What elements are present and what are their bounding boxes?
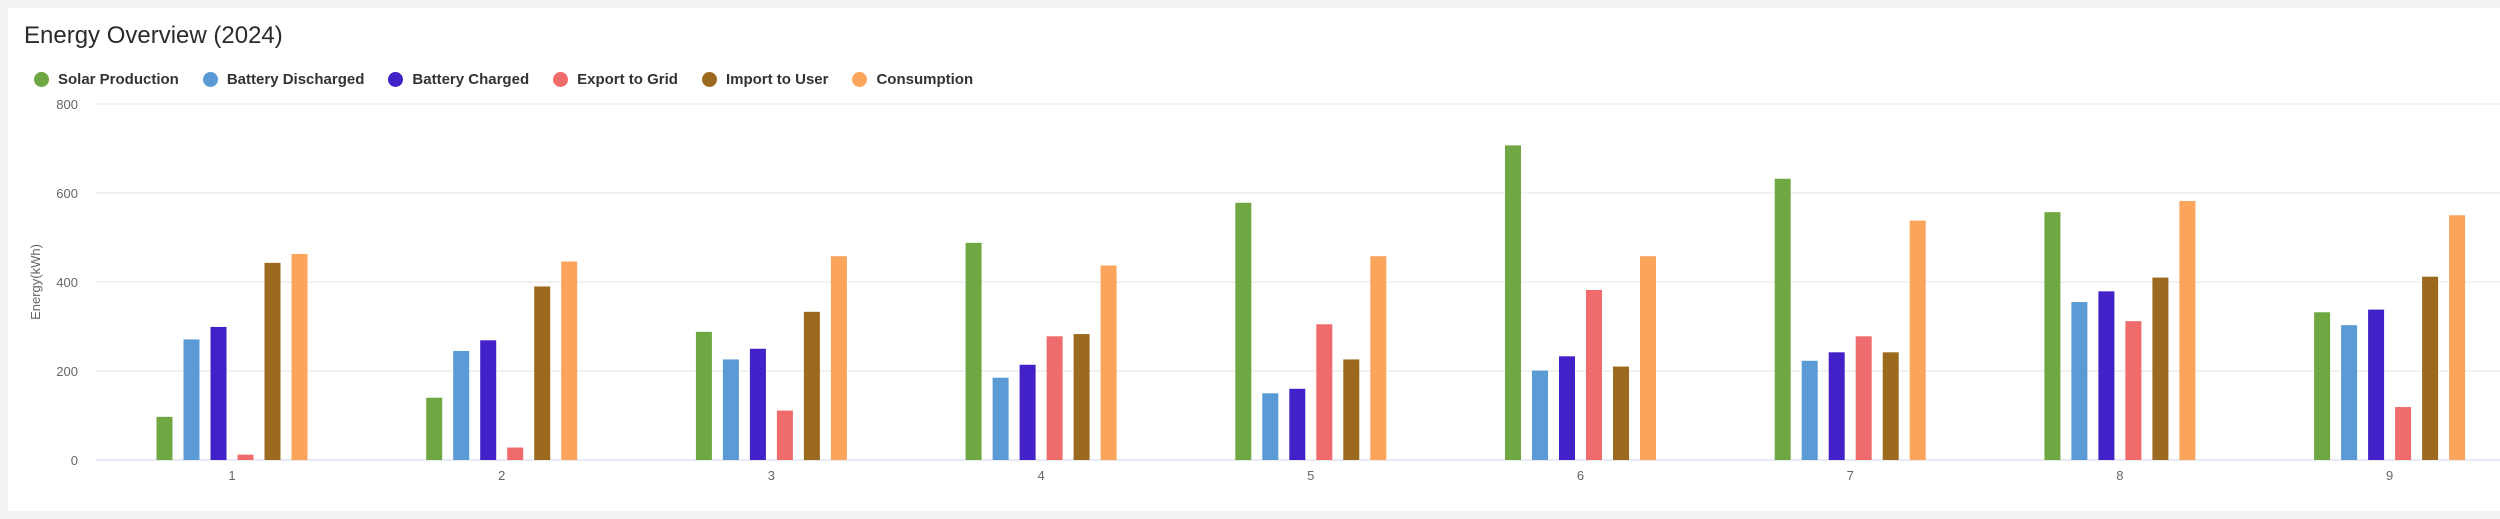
bar[interactable] (1613, 366, 1629, 460)
bar[interactable] (2098, 291, 2115, 460)
bar[interactable] (1855, 336, 1872, 460)
bar[interactable] (183, 339, 200, 460)
legend-dot (701, 72, 717, 87)
legend-label: Battery Charged (412, 71, 530, 88)
bar[interactable] (1343, 359, 1360, 460)
bar[interactable] (1640, 256, 1656, 460)
bar[interactable] (2368, 309, 2385, 460)
bar[interactable] (291, 253, 308, 460)
bar[interactable] (1505, 145, 1521, 460)
legend-label: Solar Production (58, 71, 179, 88)
x-tick-label: 3 (768, 468, 775, 483)
bar[interactable] (1559, 356, 1575, 460)
legend-label: Consumption (876, 71, 974, 88)
bar[interactable] (1586, 290, 1602, 460)
x-tick-label: 6 (1577, 468, 1584, 483)
bar[interactable] (2125, 321, 2142, 460)
bar[interactable] (2449, 215, 2466, 460)
legend-label: Export to Grid (577, 71, 678, 88)
y-tick-label: 400 (56, 275, 78, 290)
bar[interactable] (561, 261, 578, 460)
bar[interactable] (1370, 256, 1387, 460)
y-tick-label: 800 (56, 97, 78, 112)
bar[interactable] (965, 242, 982, 460)
bar[interactable] (776, 410, 793, 460)
y-tick-label: 200 (56, 364, 78, 379)
chart-card: Energy Overview (2024) Solar Production B… (8, 8, 2500, 511)
chart-legend: Solar Production Battery Discharged Batter… (34, 71, 997, 88)
legend-label: Import to User (725, 71, 829, 88)
x-tick-label: 9 (2386, 468, 2393, 483)
bar[interactable] (1532, 370, 1548, 460)
legend-dot (852, 72, 868, 87)
bar[interactable] (1100, 265, 1117, 460)
y-axis-label: Energy(kWh) (28, 244, 43, 320)
legend-item[interactable]: Solar Production (34, 71, 179, 88)
bar[interactable] (210, 326, 227, 460)
x-tick-label: 5 (1307, 468, 1314, 483)
bar[interactable] (1909, 220, 1926, 460)
legend-dot (553, 72, 569, 87)
chart-title: Energy Overview (2024) (24, 22, 283, 49)
bar[interactable] (534, 286, 551, 460)
legend-item[interactable]: Import to User (701, 71, 829, 88)
bar[interactable] (1882, 352, 1899, 460)
bar[interactable] (480, 340, 497, 460)
bar[interactable] (2314, 312, 2331, 460)
bar[interactable] (2341, 325, 2358, 460)
legend-dot (34, 72, 49, 87)
bar[interactable] (1828, 352, 1845, 460)
bar[interactable] (992, 377, 1009, 460)
x-tick-label: 7 (1847, 468, 1854, 483)
bar[interactable] (237, 454, 254, 460)
bar[interactable] (2395, 407, 2412, 460)
x-tick-label: 4 (1037, 468, 1044, 483)
bar[interactable] (1316, 324, 1333, 460)
bar[interactable] (1262, 393, 1279, 460)
bar[interactable] (830, 256, 847, 460)
bar[interactable] (1235, 202, 1252, 461)
bar[interactable] (749, 348, 766, 460)
x-tick-label: 1 (228, 468, 235, 483)
bar[interactable] (1073, 334, 1090, 460)
bar[interactable] (2044, 212, 2061, 460)
bar-chart: 0 200 400 600 800 Energy(kWh) 1 2 3 4 5 6 7 8 9 (28, 97, 2500, 483)
bar[interactable] (264, 262, 281, 460)
bar[interactable] (2422, 276, 2439, 460)
bar[interactable] (156, 416, 173, 460)
bar[interactable] (1046, 336, 1063, 460)
bar[interactable] (695, 331, 712, 460)
bar[interactable] (2152, 277, 2169, 460)
bar[interactable] (803, 311, 820, 460)
x-tick-label: 2 (498, 468, 505, 483)
y-tick-label: 0 (71, 453, 78, 468)
legend-dot (388, 72, 404, 87)
x-tick-label: 8 (2116, 468, 2123, 483)
bar[interactable] (426, 397, 443, 460)
bar[interactable] (507, 447, 524, 460)
bar[interactable] (1019, 364, 1036, 460)
legend-item[interactable]: Consumption (852, 71, 973, 88)
y-tick-label: 600 (56, 186, 78, 201)
legend-item[interactable]: Export to Grid (553, 71, 678, 88)
bar[interactable] (1774, 178, 1791, 460)
legend-item[interactable]: Battery Discharged (202, 71, 365, 88)
bar[interactable] (1289, 388, 1306, 460)
bar[interactable] (453, 350, 470, 460)
legend-item[interactable]: Battery Charged (388, 71, 529, 88)
legend-label: Battery Discharged (226, 71, 365, 88)
bar[interactable] (722, 359, 739, 460)
legend-dot (202, 72, 218, 87)
bar[interactable] (1801, 360, 1818, 460)
bar[interactable] (2179, 201, 2196, 460)
bar[interactable] (2071, 302, 2088, 460)
